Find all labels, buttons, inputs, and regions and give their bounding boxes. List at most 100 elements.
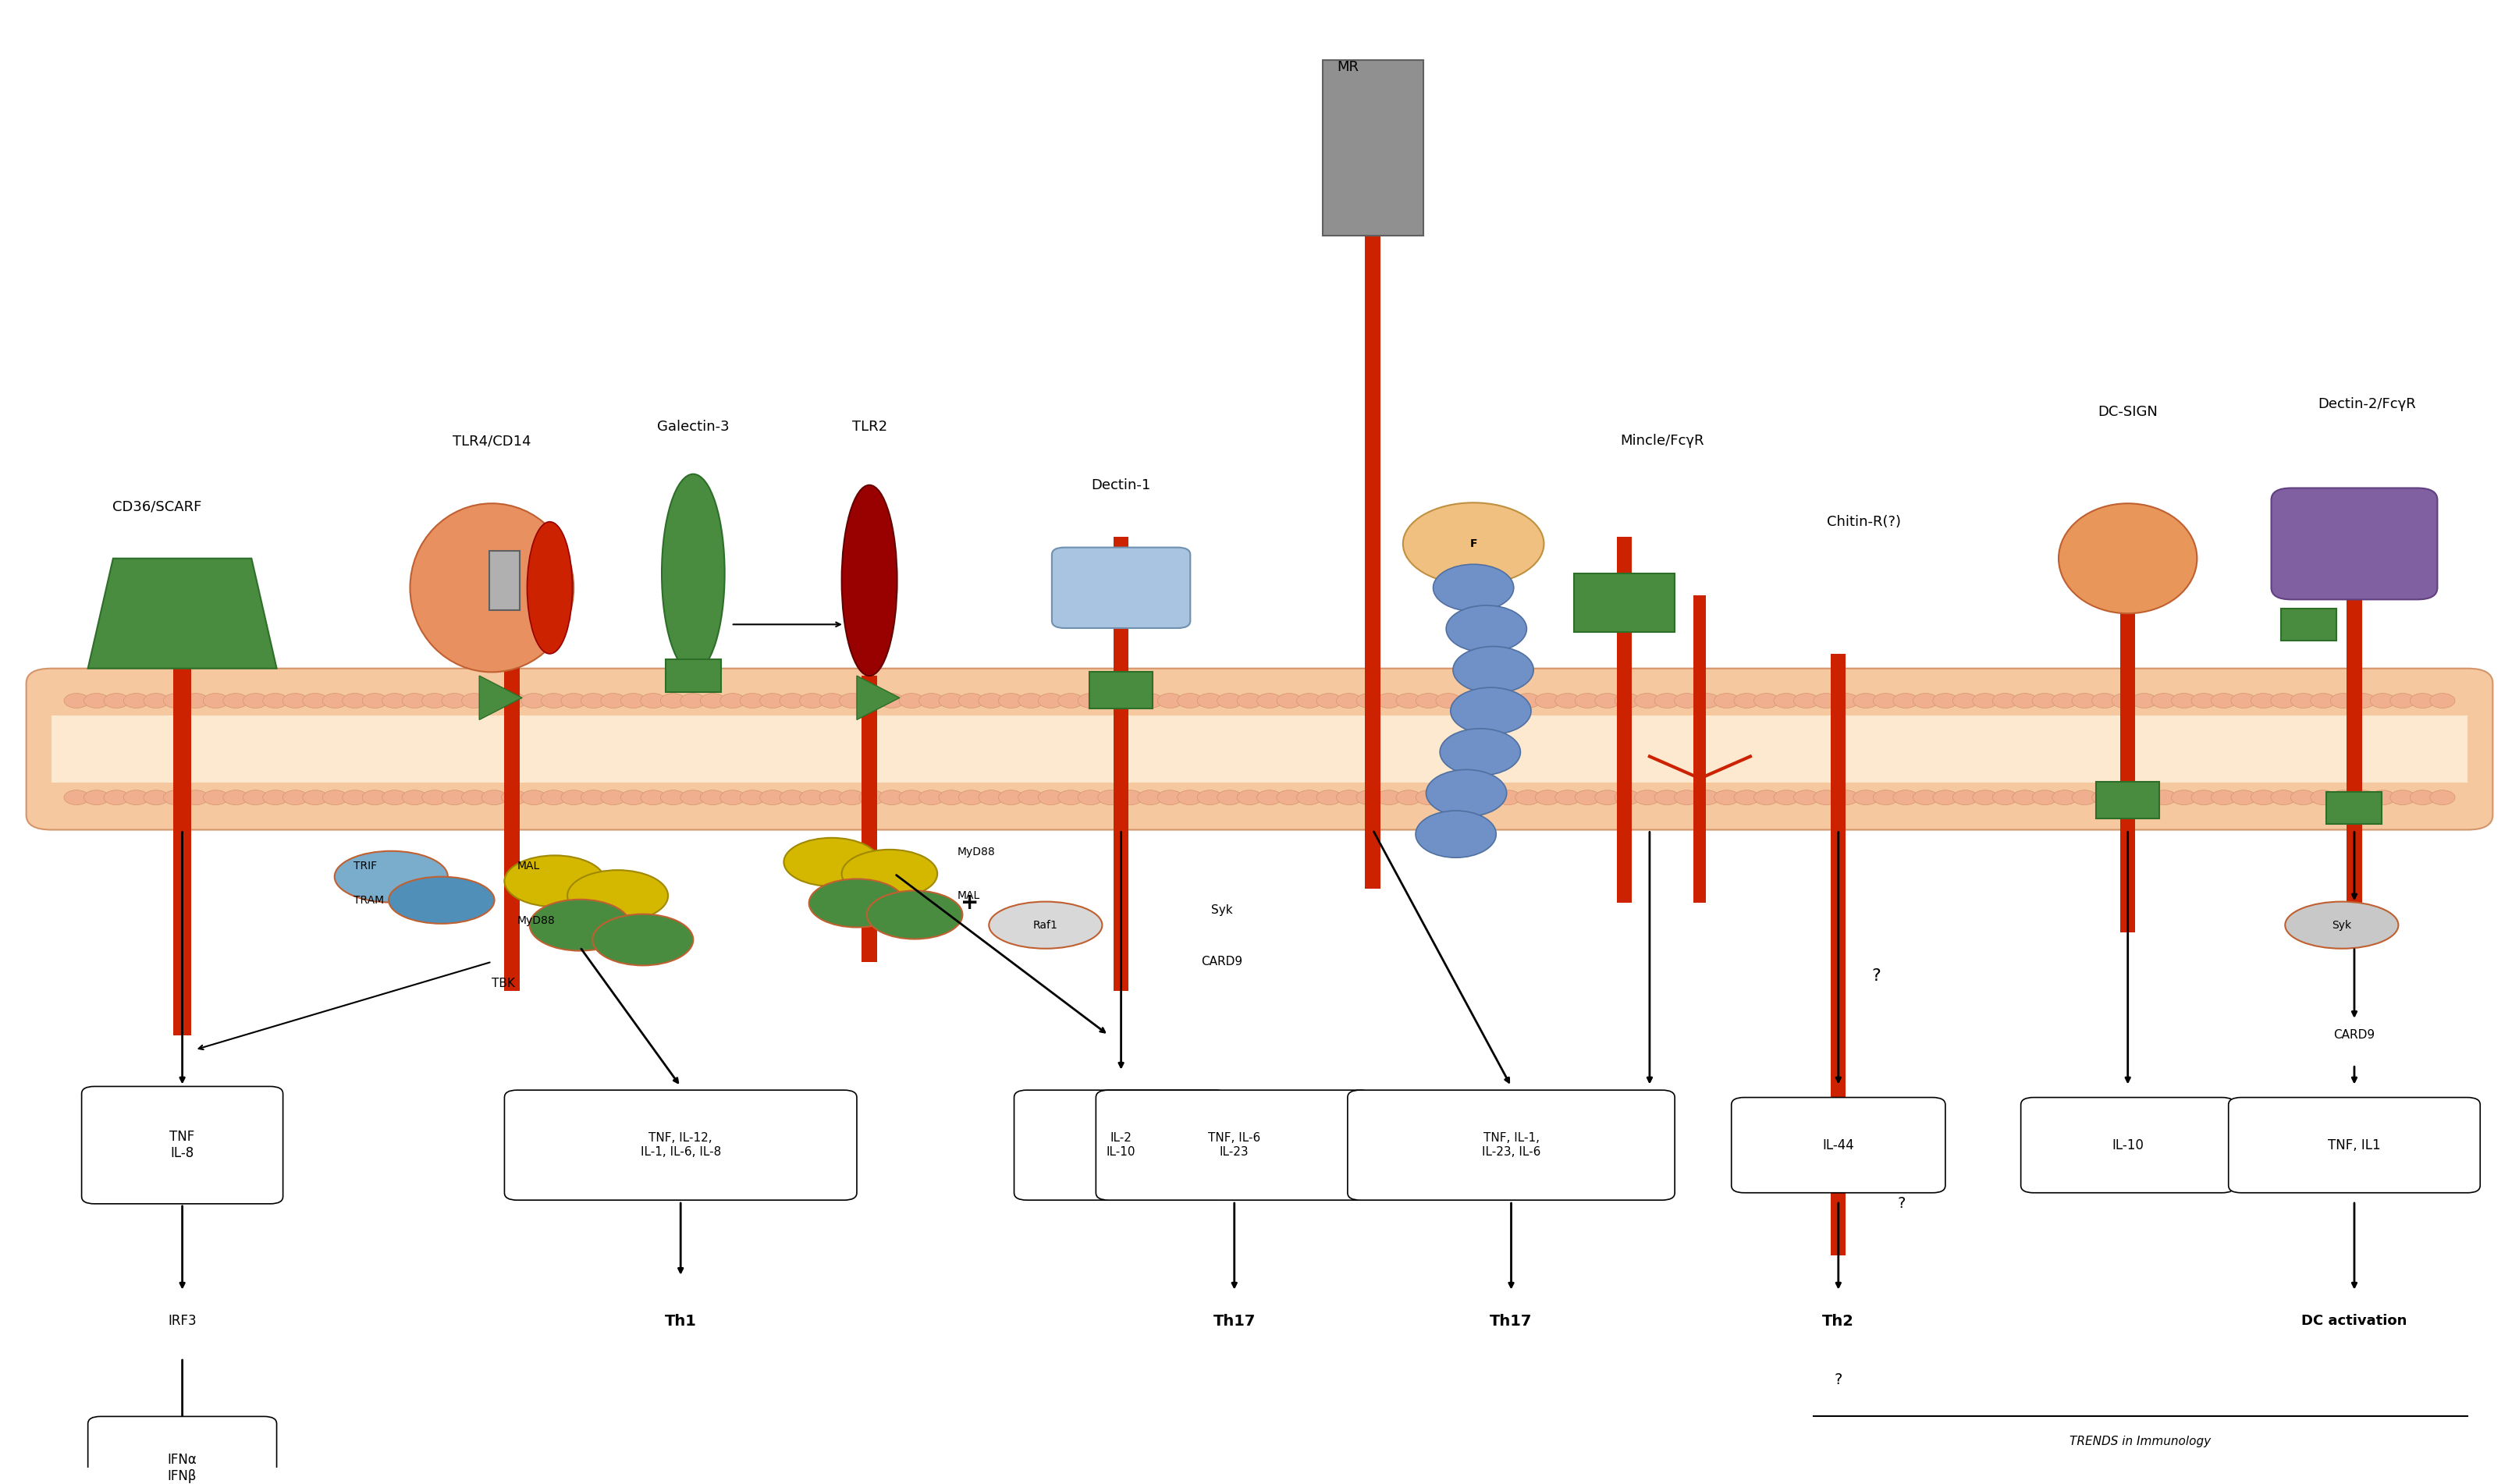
Circle shape [1237,789,1262,804]
Circle shape [2073,693,2098,708]
Ellipse shape [592,914,693,966]
Bar [1365,236,1380,889]
Circle shape [63,693,88,708]
Circle shape [1297,693,1322,708]
Circle shape [2232,693,2257,708]
Circle shape [1993,789,2018,804]
FancyBboxPatch shape [88,1416,277,1484]
Circle shape [2232,789,2257,804]
Circle shape [1834,789,1859,804]
Circle shape [1773,789,1799,804]
Circle shape [960,789,985,804]
FancyBboxPatch shape [1731,1098,1945,1193]
Circle shape [2131,789,2156,804]
Circle shape [940,789,965,804]
Circle shape [262,693,287,708]
Circle shape [582,693,607,708]
Circle shape [1675,789,1700,804]
Text: CARD9: CARD9 [2333,1030,2375,1040]
Circle shape [1695,789,1720,804]
Circle shape [441,693,466,708]
Circle shape [1534,789,1559,804]
Circle shape [242,693,267,708]
Circle shape [1713,789,1738,804]
Circle shape [2013,789,2038,804]
Circle shape [562,693,587,708]
Circle shape [2013,693,2038,708]
Circle shape [2431,693,2456,708]
Circle shape [1433,564,1514,611]
Circle shape [1595,693,1620,708]
Circle shape [1217,693,1242,708]
Circle shape [1456,789,1481,804]
Ellipse shape [388,877,494,923]
Circle shape [302,789,327,804]
Circle shape [2330,693,2355,708]
Ellipse shape [662,473,725,672]
Text: Th17: Th17 [1489,1313,1532,1328]
Circle shape [2252,789,2277,804]
Circle shape [123,693,149,708]
Circle shape [761,789,786,804]
Circle shape [741,693,766,708]
Circle shape [1993,693,2018,708]
Text: IL-2
IL-10: IL-2 IL-10 [1106,1132,1136,1158]
Circle shape [2111,693,2136,708]
Circle shape [2310,789,2335,804]
Circle shape [1446,605,1527,653]
Circle shape [421,693,446,708]
Circle shape [1436,693,1461,708]
Circle shape [1297,789,1322,804]
Circle shape [1834,693,1859,708]
Circle shape [741,789,766,804]
Circle shape [204,789,229,804]
Circle shape [1453,647,1534,693]
Ellipse shape [783,838,879,886]
Ellipse shape [504,855,605,907]
Circle shape [940,693,965,708]
Circle shape [403,789,428,804]
Circle shape [461,693,486,708]
Circle shape [640,693,665,708]
Circle shape [363,693,388,708]
Text: TBK: TBK [491,978,516,990]
Circle shape [1854,693,1879,708]
Circle shape [542,789,567,804]
Circle shape [1635,789,1660,804]
Circle shape [1912,789,1937,804]
Circle shape [1176,693,1202,708]
Text: MAL: MAL [957,890,980,901]
Circle shape [1595,789,1620,804]
Ellipse shape [2285,902,2398,948]
Circle shape [2270,789,2295,804]
Circle shape [1375,693,1401,708]
Bar [1091,672,1154,709]
Circle shape [2290,693,2315,708]
Circle shape [103,789,128,804]
Circle shape [2151,693,2176,708]
Circle shape [1098,789,1123,804]
Circle shape [640,789,665,804]
Circle shape [1403,503,1544,585]
Circle shape [383,693,408,708]
Circle shape [1615,789,1640,804]
Circle shape [2212,693,2237,708]
FancyBboxPatch shape [81,1086,282,1204]
Text: Th2: Th2 [1821,1313,1854,1328]
Bar [50,715,2469,784]
Circle shape [2091,693,2116,708]
Circle shape [123,789,149,804]
Text: Dectin-1: Dectin-1 [1091,478,1151,493]
Text: CD36/SCARF: CD36/SCARF [113,500,202,513]
Ellipse shape [841,849,937,898]
Circle shape [1118,789,1144,804]
Circle shape [1156,789,1181,804]
Circle shape [1038,693,1063,708]
Circle shape [1257,693,1282,708]
Circle shape [1197,789,1222,804]
Circle shape [2033,693,2058,708]
Circle shape [1695,693,1720,708]
Circle shape [1476,789,1501,804]
Circle shape [919,693,945,708]
Circle shape [83,693,108,708]
